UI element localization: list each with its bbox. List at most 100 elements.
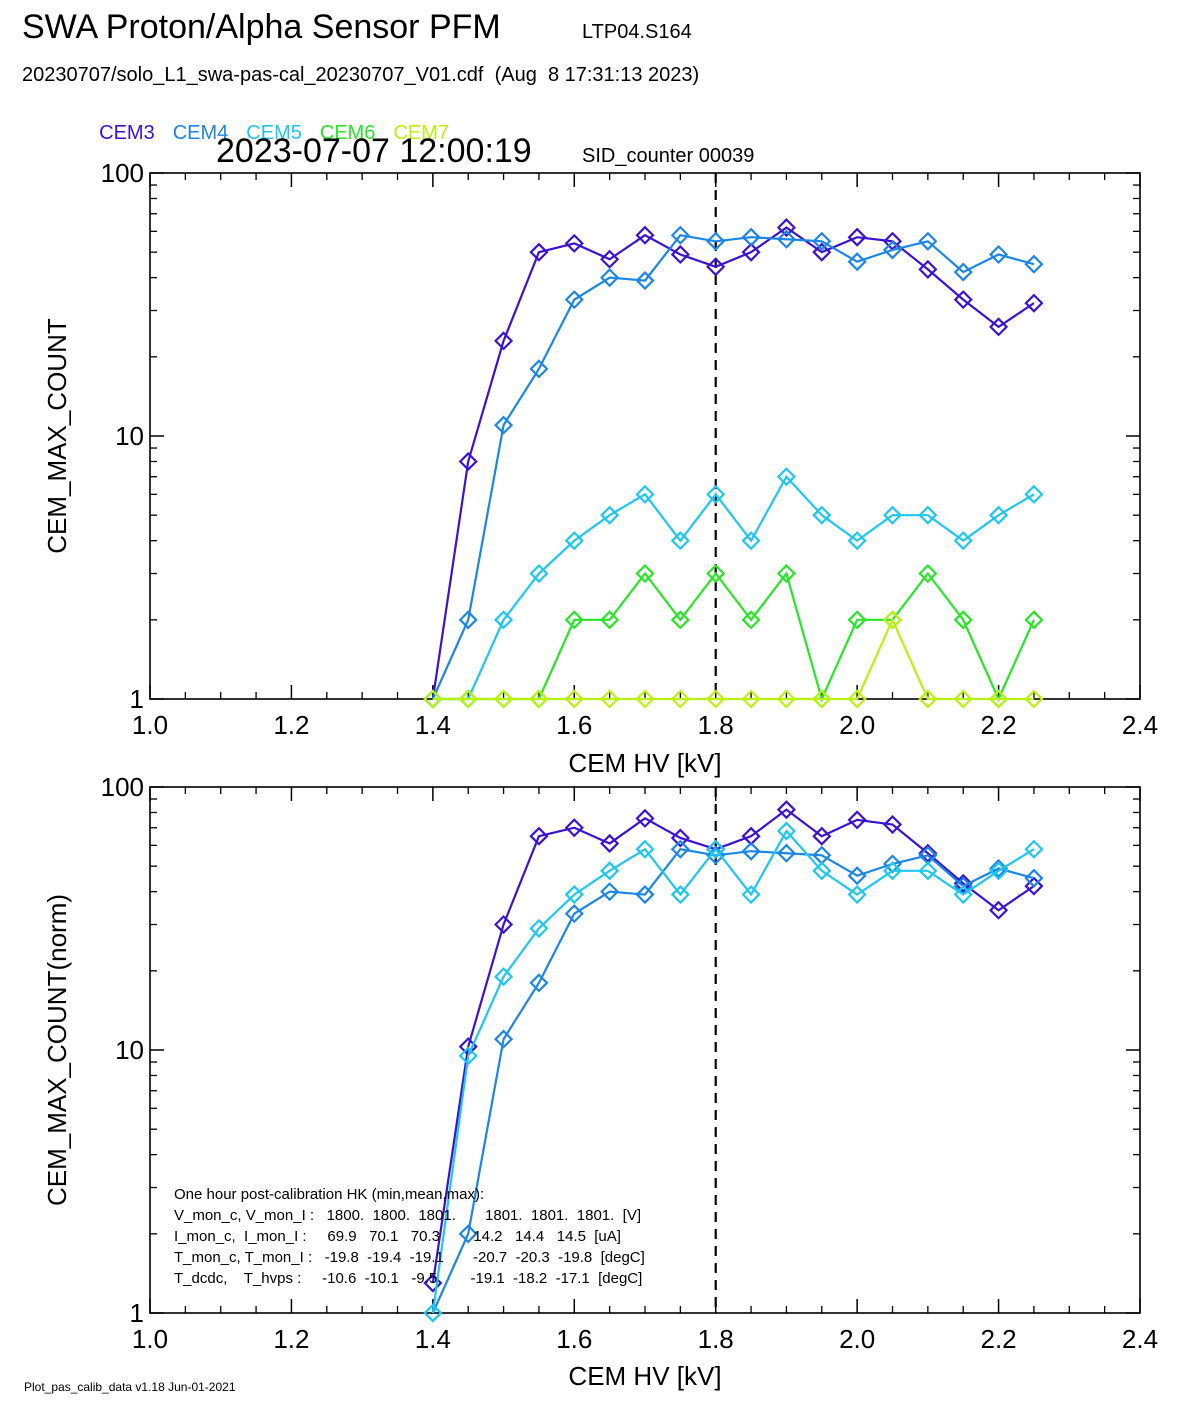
data-point (1024, 689, 1044, 709)
data-point (1024, 254, 1044, 274)
series-line (431, 226, 1035, 700)
data-point (670, 610, 690, 630)
data-point (953, 290, 973, 310)
data-point (953, 610, 973, 630)
hk-text-line: I_mon_c, I_mon_I : 69.9 70.1 70.3 14.2 1… (174, 1228, 621, 1245)
x-tick-label: 1.8 (698, 1324, 734, 1354)
data-point (847, 866, 867, 886)
data-point (564, 904, 584, 924)
series-cem7 (423, 610, 1044, 709)
data-point (635, 839, 655, 859)
data-point (670, 225, 690, 245)
data-point (706, 563, 726, 584)
data-point (741, 610, 761, 630)
plot-subtitle: LTP04.S164 (582, 21, 692, 43)
data-point (494, 689, 514, 709)
y-tick-label: 1 (130, 1298, 144, 1328)
data-point (918, 231, 938, 251)
data-point (741, 689, 761, 709)
data-point (423, 1303, 443, 1323)
x-axis-label: CEM HV [kV] (568, 748, 721, 778)
data-point (706, 484, 726, 504)
legend-item-cem7: CEM7 (393, 122, 450, 144)
data-point (741, 242, 761, 262)
data-point (600, 833, 620, 854)
data-point (989, 244, 1009, 265)
data-point (953, 262, 973, 282)
data-point (918, 861, 938, 881)
data-point (847, 227, 867, 247)
data-point (741, 227, 761, 247)
y-tick-label: 100 (101, 158, 144, 188)
data-point (918, 259, 938, 279)
sid-counter-label: SID_counter 00039 (582, 145, 755, 167)
series-cem5 (423, 821, 1044, 1323)
data-point (989, 317, 1009, 337)
data-point (635, 484, 655, 504)
legend-item-cem3: CEM3 (99, 122, 155, 144)
data-point (776, 821, 796, 841)
data-point (529, 359, 549, 379)
data-point (847, 884, 867, 905)
timestamp: 2023-07-07 12:00:19 (216, 132, 532, 170)
x-tick-label: 1.0 (132, 1324, 168, 1354)
data-point (847, 252, 867, 272)
data-point (918, 843, 938, 863)
x-tick-label: 2.4 (1122, 1324, 1158, 1354)
series-cem4 (423, 225, 1044, 709)
data-point (1024, 839, 1044, 859)
data-point (635, 884, 655, 905)
data-point (670, 839, 690, 859)
data-point (812, 231, 832, 251)
legend: CEM3 CEM4 CEM5 CEM6 CEM7 (88, 99, 467, 145)
data-point (812, 505, 832, 525)
data-point (706, 839, 726, 859)
data-point (600, 268, 620, 288)
data-point (741, 884, 761, 905)
data-point (953, 884, 973, 905)
x-tick-label: 1.4 (415, 710, 451, 740)
chart-panel-1: 1.0 1.2 1.4 1.6 1.8 2.0 2.2 2.4 1 10 100 CEM HV [kV… (42, 158, 1158, 778)
data-point (918, 505, 938, 525)
x-tick-label: 1.2 (273, 1324, 309, 1354)
data-point (494, 914, 514, 935)
data-point (529, 918, 549, 938)
y-axis-label: CEM_MAX_COUNT(norm) (42, 894, 72, 1206)
data-point (600, 689, 620, 709)
data-point (635, 808, 655, 828)
data-point (494, 415, 514, 435)
data-point (882, 814, 903, 835)
hk-text-line: V_mon_c, V_mon_I : 1800. 1800. 1801. 180… (174, 1207, 641, 1224)
data-point (600, 249, 620, 269)
data-point (564, 290, 584, 310)
chart-panel-2: 1.0 1.2 1.4 1.6 1.8 2.0 2.2 2.4 1 10 100 CEM HV [kV… (42, 772, 1158, 1391)
data-point (706, 231, 726, 251)
series-line (432, 474, 1035, 701)
data-point (529, 689, 549, 709)
data-point (458, 451, 478, 472)
series-line (432, 617, 1034, 701)
data-point (635, 689, 655, 709)
data-point (776, 467, 796, 487)
x-tick-label: 2.4 (1122, 710, 1158, 740)
data-point (494, 331, 514, 351)
footer-version: Plot_pas_calib_data v1.18 Jun-01-2021 (24, 1380, 236, 1394)
data-point (423, 689, 443, 709)
y-tick-label: 10 (115, 421, 144, 451)
data-point (600, 505, 620, 525)
data-point (882, 505, 903, 525)
data-point (706, 257, 726, 277)
x-tick-label: 2.2 (980, 1324, 1016, 1354)
x-tick-label: 1.6 (556, 710, 592, 740)
x-tick-label: 2.2 (980, 710, 1016, 740)
data-point (776, 229, 796, 249)
data-point (564, 531, 584, 551)
series-line (431, 234, 1035, 700)
plot-title: SWA Proton/Alpha Sensor PFM (22, 8, 501, 46)
data-point (989, 689, 1009, 709)
data-point (670, 531, 690, 551)
data-point (918, 563, 938, 584)
data-point (776, 563, 796, 584)
data-point (1024, 610, 1044, 630)
